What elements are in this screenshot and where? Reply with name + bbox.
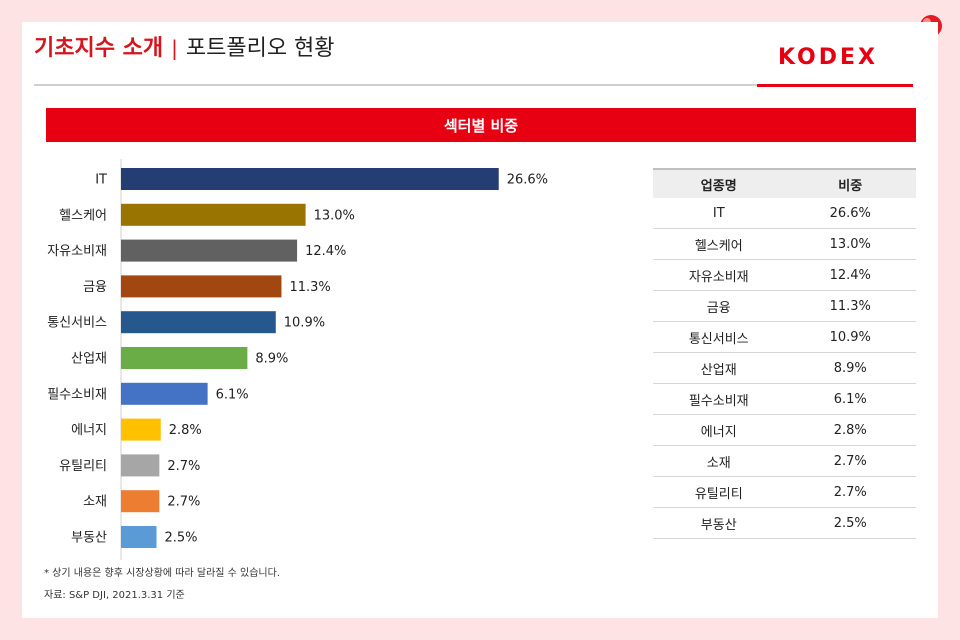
table-cell-weight: 2.8% — [784, 414, 916, 446]
section-banner: 섹터별 비중 — [46, 108, 916, 142]
bar — [121, 454, 160, 477]
category-label: 통신서비스 — [47, 316, 107, 331]
table-row: 에너지 2.8% — [653, 414, 916, 446]
value-label: 13.0% — [314, 208, 355, 223]
value-label: 2.7% — [167, 459, 200, 474]
category-label: 소재 — [83, 495, 107, 510]
value-label: 6.1% — [216, 387, 249, 402]
table-row: 산업재 8.9% — [653, 352, 916, 384]
value-label: 10.9% — [284, 316, 325, 331]
table-cell-sector: 필수소비재 — [653, 383, 785, 415]
category-label: 필수소비재 — [47, 387, 107, 402]
title-highlight: 기초지수 소개 — [34, 36, 164, 61]
table-cell-sector: 금융 — [653, 290, 785, 322]
value-label: 26.6% — [507, 173, 548, 188]
category-label: 산업재 — [71, 352, 107, 367]
table-cell-sector: 자유소비재 — [653, 259, 785, 291]
table-cell-sector: 유틸리티 — [653, 476, 785, 508]
title-separator: | — [171, 36, 178, 60]
value-label: 2.5% — [165, 531, 198, 546]
table-header-sector: 업종명 — [653, 168, 785, 198]
sector-weight-table: 업종명 비중 IT 26.6% 헬스케어 13.0% 자유소비재 12.4% 금융 11… — [653, 168, 916, 539]
bar — [121, 347, 248, 369]
table-row: 필수소비재 6.1% — [653, 383, 916, 415]
bar — [121, 526, 157, 548]
table-cell-sector: IT — [653, 198, 785, 229]
bar — [121, 203, 306, 226]
table-cell-weight: 26.6% — [784, 198, 916, 229]
category-label: 자유소비재 — [47, 244, 107, 259]
table-row: 자유소비재 12.4% — [653, 259, 916, 291]
logo-underline — [757, 84, 913, 87]
table-cell-sector: 통신서비스 — [653, 321, 785, 353]
table-cell-sector: 소재 — [653, 445, 785, 477]
header-divider — [34, 84, 912, 86]
bar — [121, 382, 208, 405]
table-cell-sector: 에너지 — [653, 414, 785, 446]
bar — [121, 168, 499, 190]
table-cell-sector: 헬스케어 — [653, 228, 785, 260]
table-row: 금융 11.3% — [653, 290, 916, 322]
table-cell-sector: 부동산 — [653, 507, 785, 539]
page-title: 기초지수 소개 | 포트폴리오 현황 — [34, 30, 335, 62]
footnote: * 상기 내용은 향후 시장상황에 따라 달라질 수 있습니다. — [44, 568, 281, 579]
table-cell-weight: 12.4% — [784, 259, 916, 291]
banner-label: 섹터별 비중 — [443, 116, 519, 135]
category-label: 에너지 — [71, 423, 107, 438]
bar — [121, 275, 282, 298]
source-note: 자료: S&P DJI, 2021.3.31 기준 — [44, 590, 185, 601]
category-label: 금융 — [83, 280, 107, 295]
category-label: 부동산 — [71, 531, 107, 546]
table-cell-weight: 2.5% — [784, 507, 916, 539]
table-cell-weight: 2.7% — [784, 445, 916, 477]
category-label: 유틸리티 — [59, 459, 107, 474]
bar — [121, 418, 161, 441]
value-label: 12.4% — [305, 244, 346, 259]
category-label: 헬스케어 — [59, 208, 107, 223]
table-row: 소재 2.7% — [653, 445, 916, 477]
table-row: 유틸리티 2.7% — [653, 476, 916, 508]
table-row: 부동산 2.5% — [653, 507, 916, 539]
table-cell-weight: 10.9% — [784, 321, 916, 353]
title-subject: 포트폴리오 현황 — [185, 36, 335, 61]
bar — [121, 239, 298, 262]
table-header-weight: 비중 — [784, 168, 916, 198]
value-label: 2.8% — [169, 423, 202, 438]
sector-bar-chart: IT 26.6% 헬스케어 13.0% 자유소비재 12.4% 금융 11.3% 통신서비스 10… — [47, 159, 548, 560]
table-cell-sector: 산업재 — [653, 352, 785, 384]
table-cell-weight: 2.7% — [784, 476, 916, 508]
table-row: 헬스케어 13.0% — [653, 228, 916, 260]
table-cell-weight: 13.0% — [784, 228, 916, 260]
table-cell-weight: 11.3% — [784, 290, 916, 322]
table-header-row: 업종명 비중 — [653, 168, 916, 198]
table-cell-weight: 6.1% — [784, 383, 916, 415]
table-row: IT 26.6% — [653, 198, 916, 229]
value-label: 8.9% — [255, 352, 288, 367]
value-label: 2.7% — [167, 495, 200, 510]
value-label: 11.3% — [289, 280, 330, 295]
kodex-logo: KODEX — [778, 45, 879, 70]
table-cell-weight: 8.9% — [784, 352, 916, 384]
bar — [121, 490, 160, 513]
table-row: 통신서비스 10.9% — [653, 321, 916, 353]
bar — [121, 311, 276, 334]
category-label: IT — [95, 173, 107, 188]
